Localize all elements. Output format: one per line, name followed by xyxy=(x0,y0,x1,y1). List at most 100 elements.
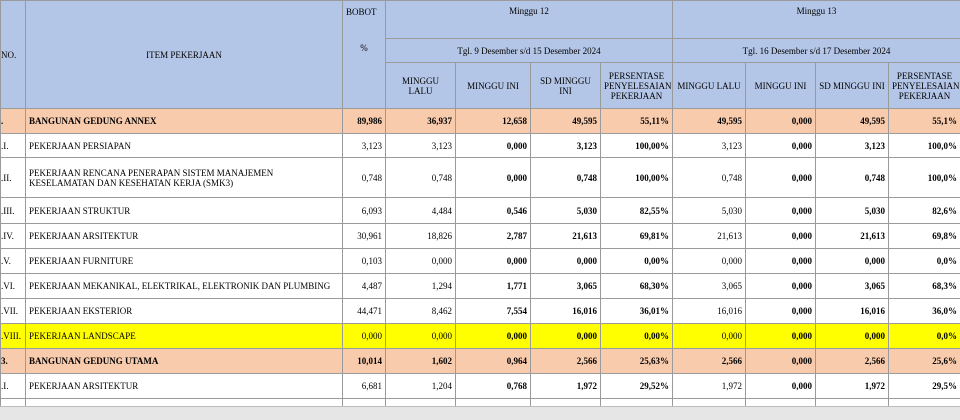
value-cell: 1,294 xyxy=(385,273,456,299)
item-header: ITEM PEKERJAAN xyxy=(25,0,343,109)
value-cell: 5,030 xyxy=(815,197,890,224)
value-cell: 3,065 xyxy=(672,273,747,299)
value-cell: 0,748 xyxy=(672,157,747,198)
table-row: .IV. PEKERJAAN ARSITEKTUR 30,961 18,826 2,78… xyxy=(0,223,960,249)
bobot-cell: 44,471 xyxy=(342,298,386,324)
table-row: .I. PEKERJAAN ARSITEKTUR 6,681 1,204 0,768 1,… xyxy=(0,373,960,399)
item-name: PEKERJAAN LANDSCAPE xyxy=(25,323,343,349)
value-cell: 55,11% xyxy=(599,108,674,134)
item-name: PEKERJAAN FURNITURE xyxy=(25,248,343,274)
value-cell: 16,016 xyxy=(672,298,747,324)
value-cell: 0,748 xyxy=(385,157,456,198)
bobot-label: BOBOT xyxy=(346,7,377,17)
bobot-cell: 0,748 xyxy=(342,157,386,198)
value-cell: 0,000 xyxy=(745,323,817,349)
item-name: PEKERJAAN PERSIAPAN xyxy=(25,133,343,158)
value-cell: 0,000 xyxy=(455,157,531,198)
item-name: PEKERJAAN MEKANIKAL, ELEKTRIKAL, ELEKTRO… xyxy=(25,273,343,299)
row-number: .VII. xyxy=(0,298,26,324)
value-cell: 100,0% xyxy=(888,133,960,158)
value-cell: 36,01% xyxy=(599,298,674,324)
value-cell: 21,613 xyxy=(530,223,601,249)
column-header: MINGGU LALU xyxy=(672,62,747,109)
value-cell: 82,6% xyxy=(888,197,960,224)
value-cell: 0,748 xyxy=(530,157,601,198)
value-cell: 25,6% xyxy=(888,348,960,374)
week-title: Minggu 12 xyxy=(384,0,674,39)
column-header: PERSENTASE PENYELESAIAN PEKERJAAN xyxy=(888,62,960,109)
value-cell: 0,000 xyxy=(815,323,890,349)
bobot-cell: 6,681 xyxy=(342,373,386,399)
week-title: Minggu 13 xyxy=(672,0,960,39)
column-header: MINGGU INI xyxy=(745,62,817,109)
value-cell: 0,748 xyxy=(815,157,890,198)
value-cell: 0,768 xyxy=(455,373,531,399)
table-row: .III. PEKERJAAN STRUKTUR 6,093 4,484 0,546 5,… xyxy=(0,197,960,224)
bobot-cell: 30,961 xyxy=(342,223,386,249)
bobot-header: BOBOT% xyxy=(342,0,386,109)
column-header: PERSENTASE PENYELESAIAN PEKERJAAN xyxy=(599,62,674,109)
table-row: .VII. PEKERJAAN EKSTERIOR 44,471 8,462 7,554… xyxy=(0,298,960,324)
value-cell: 0,000 xyxy=(745,348,817,374)
item-name: PEKERJAAN STRUKTUR xyxy=(25,197,343,224)
value-cell: 3,123 xyxy=(815,133,890,158)
value-cell: 0,000 xyxy=(745,157,817,198)
bobot-cell: 0,103 xyxy=(342,248,386,274)
value-cell: 0,0% xyxy=(888,248,960,274)
value-cell: 21,613 xyxy=(672,223,747,249)
value-cell: 0,000 xyxy=(672,323,747,349)
value-cell: 25,63% xyxy=(599,348,674,374)
item-name: BANGUNAN GEDUNG UTAMA xyxy=(25,348,343,374)
value-cell: 3,065 xyxy=(815,273,890,299)
item-name: PEKERJAAN ARSITEKTUR xyxy=(25,223,343,249)
no-header: NO. xyxy=(0,0,26,109)
value-cell: 0,0% xyxy=(888,323,960,349)
value-cell: 18,826 xyxy=(385,223,456,249)
value-cell: 69,81% xyxy=(599,223,674,249)
item-name: PEKERJAAN ARSITEKTUR xyxy=(25,373,343,399)
value-cell: 8,462 xyxy=(385,298,456,324)
value-cell: 3,065 xyxy=(530,273,601,299)
table-row: .VI. PEKERJAAN MEKANIKAL, ELEKTRIKAL, ELE… xyxy=(0,273,960,299)
value-cell: 100,0% xyxy=(888,157,960,198)
value-cell: 68,30% xyxy=(599,273,674,299)
value-cell: 3,123 xyxy=(530,133,601,158)
value-cell: 36,0% xyxy=(888,298,960,324)
value-cell: 0,000 xyxy=(455,323,531,349)
row-number: .V. xyxy=(0,248,26,274)
table-row: .II. PEKERJAAN RENCANA PENERAPAN SISTEM … xyxy=(0,157,960,198)
column-header: MINGGU LALU xyxy=(385,62,456,109)
value-cell: 0,000 xyxy=(385,248,456,274)
value-cell: 2,787 xyxy=(455,223,531,249)
value-cell: 12,658 xyxy=(455,108,531,134)
value-cell: 0,000 xyxy=(455,133,531,158)
value-cell: 2,566 xyxy=(815,348,890,374)
value-cell: 0,964 xyxy=(455,348,531,374)
value-cell: 5,030 xyxy=(672,197,747,224)
value-cell: 0,000 xyxy=(745,373,817,399)
value-cell: 82,55% xyxy=(599,197,674,224)
value-cell: 55,1% xyxy=(888,108,960,134)
column-header: SD MINGGU INI xyxy=(530,62,601,109)
value-cell: 0,000 xyxy=(530,323,601,349)
row-number: .I. xyxy=(0,373,26,399)
table-row: .V. PEKERJAAN FURNITURE 0,103 0,000 0,000 0,… xyxy=(0,248,960,274)
value-cell: 36,937 xyxy=(385,108,456,134)
value-cell: 0,000 xyxy=(745,223,817,249)
table-row: . BANGUNAN GEDUNG ANNEX 89,986 36,937 12,658… xyxy=(0,108,960,134)
value-cell: 4,484 xyxy=(385,197,456,224)
week-dates: Tgl. 16 Desember s/d 17 Desember 2024 xyxy=(672,38,960,63)
value-cell: 2,566 xyxy=(672,348,747,374)
value-cell: 0,000 xyxy=(745,108,817,134)
bobot-cell: 3,123 xyxy=(342,133,386,158)
value-cell: 7,554 xyxy=(455,298,531,324)
value-cell: 0,546 xyxy=(455,197,531,224)
value-cell: 0,000 xyxy=(530,248,601,274)
value-cell: 3,123 xyxy=(672,133,747,158)
bobot-cell: 10,014 xyxy=(342,348,386,374)
row-number: .VIII. xyxy=(0,323,26,349)
value-cell: 0,000 xyxy=(455,248,531,274)
value-cell: 21,613 xyxy=(815,223,890,249)
value-cell: 5,030 xyxy=(530,197,601,224)
